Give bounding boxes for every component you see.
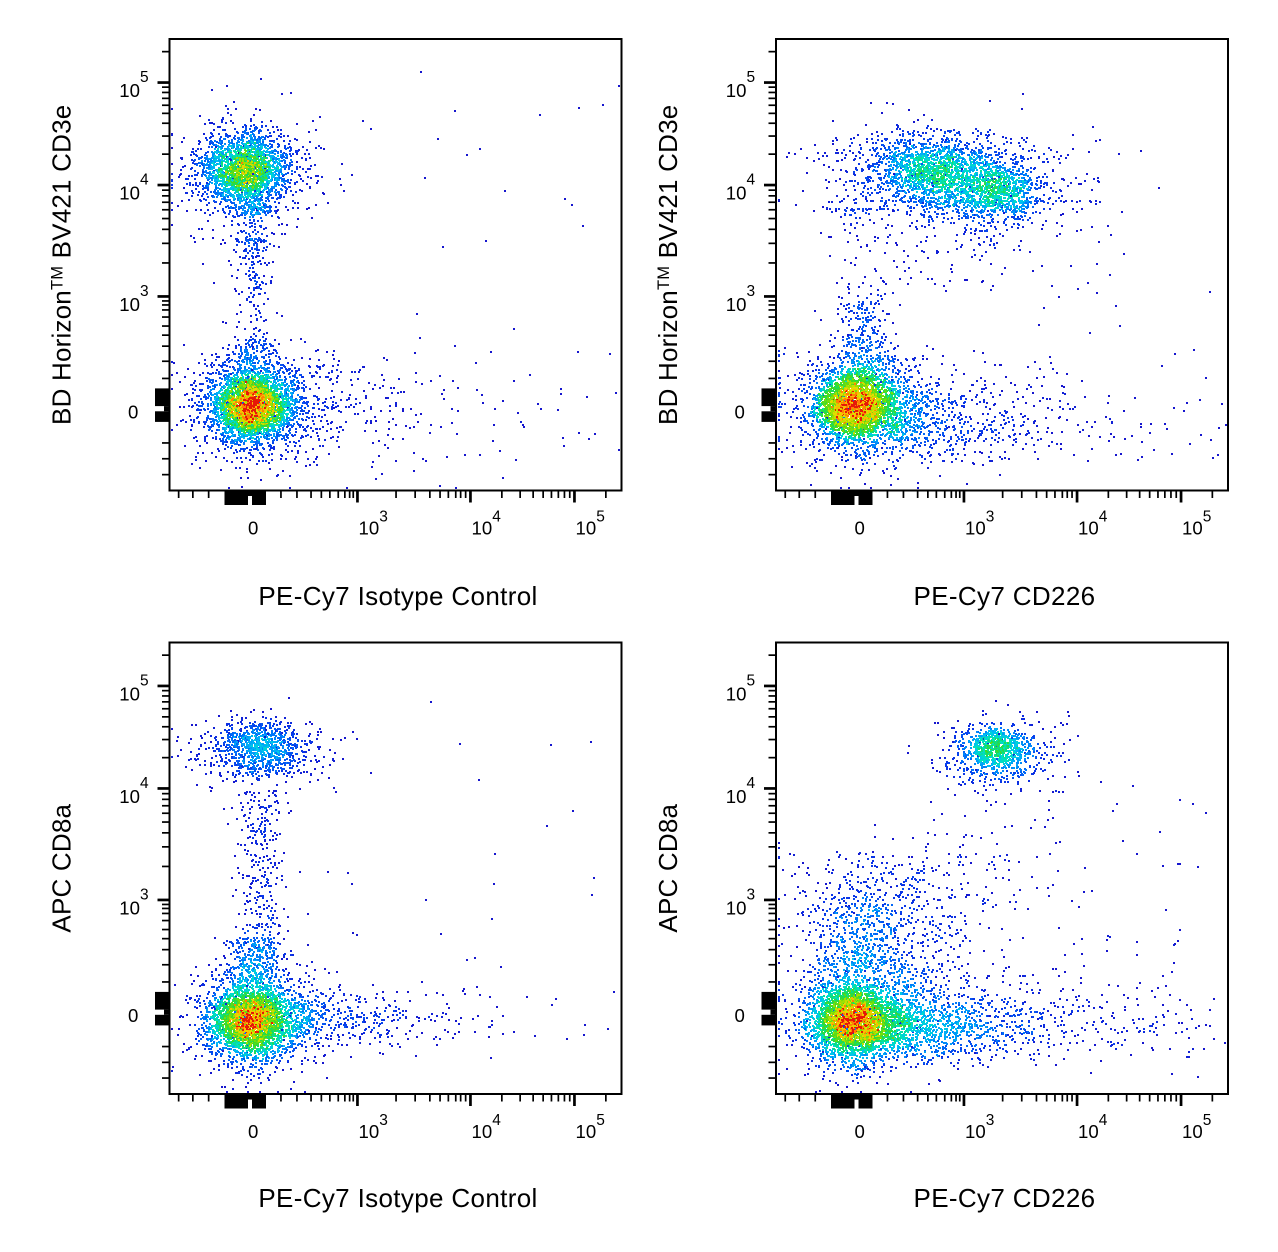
svg-text:PE-Cy7 Isotype Control: PE-Cy7 Isotype Control (258, 581, 537, 611)
svg-text:105: 105 (119, 673, 148, 705)
svg-text:0: 0 (734, 1005, 744, 1026)
svg-text:105: 105 (576, 1112, 605, 1142)
svg-text:105: 105 (119, 69, 148, 101)
svg-text:0: 0 (734, 402, 744, 423)
svg-text:0: 0 (248, 518, 258, 539)
svg-text:APC CD8a: APC CD8a (47, 803, 77, 932)
svg-text:103: 103 (119, 283, 148, 315)
svg-text:103: 103 (359, 509, 388, 539)
svg-text:BD HorizonTM BV421 CD3e: BD HorizonTM BV421 CD3e (47, 105, 77, 425)
svg-text:103: 103 (726, 887, 755, 919)
svg-text:105: 105 (576, 509, 605, 539)
svg-text:PE-Cy7 CD226: PE-Cy7 CD226 (914, 1183, 1096, 1213)
svg-text:105: 105 (1182, 509, 1211, 539)
svg-text:BD HorizonTM BV421 CD3e: BD HorizonTM BV421 CD3e (653, 105, 683, 425)
svg-text:103: 103 (965, 1112, 994, 1142)
svg-text:104: 104 (119, 172, 149, 204)
svg-text:104: 104 (472, 509, 502, 539)
svg-text:104: 104 (726, 172, 756, 204)
svg-text:0: 0 (248, 1121, 258, 1142)
svg-text:104: 104 (472, 1112, 502, 1142)
svg-text:0: 0 (855, 1121, 865, 1142)
svg-text:0: 0 (855, 518, 865, 539)
svg-text:104: 104 (726, 775, 756, 807)
svg-text:104: 104 (1078, 509, 1108, 539)
svg-text:103: 103 (119, 887, 148, 919)
svg-text:104: 104 (119, 775, 149, 807)
svg-text:103: 103 (359, 1112, 388, 1142)
svg-text:105: 105 (726, 69, 755, 101)
svg-text:APC CD8a: APC CD8a (653, 803, 683, 932)
svg-text:105: 105 (1182, 1112, 1211, 1142)
svg-text:0: 0 (128, 402, 138, 423)
svg-text:PE-Cy7 Isotype Control: PE-Cy7 Isotype Control (258, 1183, 537, 1213)
svg-text:103: 103 (965, 509, 994, 539)
svg-text:PE-Cy7 CD226: PE-Cy7 CD226 (914, 581, 1096, 611)
svg-text:105: 105 (726, 673, 755, 705)
svg-text:103: 103 (726, 283, 755, 315)
svg-text:0: 0 (128, 1005, 138, 1026)
svg-text:104: 104 (1078, 1112, 1108, 1142)
